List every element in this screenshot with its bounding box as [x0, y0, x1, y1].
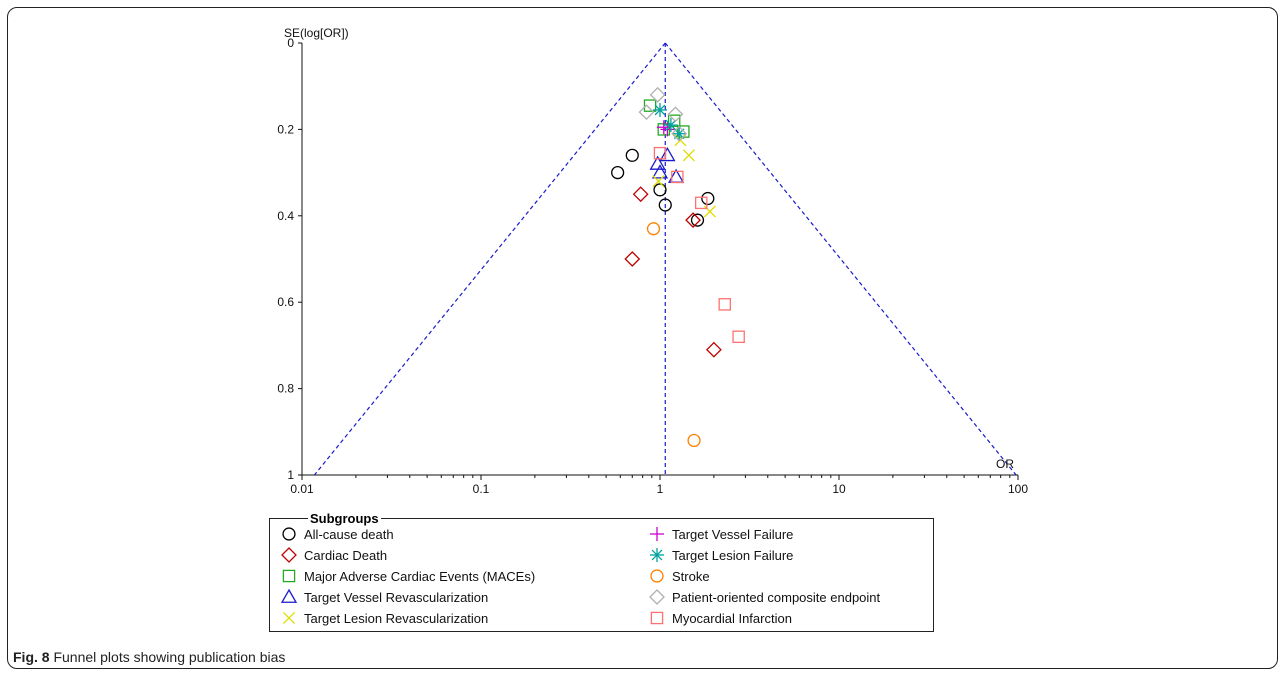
y-tick-label: 0	[287, 36, 294, 50]
legend-label: Myocardial Infarction	[672, 610, 792, 626]
legend: Subgroups All-cause death Cardiac Death Ma…	[269, 511, 934, 632]
caption-text: Funnel plots showing publication bias	[49, 649, 286, 665]
plus-marker-icon	[650, 527, 664, 541]
legend-item: Target Lesion Failure	[648, 545, 793, 565]
legend-label: Stroke	[672, 568, 710, 584]
data-point	[653, 146, 667, 160]
data-point	[652, 175, 665, 188]
data-point	[632, 186, 649, 203]
data-point	[653, 183, 667, 197]
legend-marker	[650, 548, 664, 562]
y-tick-label: 1	[287, 468, 294, 482]
data-point	[718, 298, 731, 311]
data-point	[690, 213, 705, 227]
x-tick-label: 10	[832, 482, 846, 496]
data-point	[651, 164, 669, 179]
legend-marker	[281, 547, 297, 563]
legend-item: Stroke	[648, 566, 710, 586]
legend-item: Myocardial Infarction	[648, 608, 792, 628]
funnel-left-limit	[313, 42, 666, 476]
data-point	[732, 330, 745, 344]
data-point	[638, 104, 655, 121]
data-point	[667, 106, 684, 123]
x-tick-label: 0.01	[290, 482, 314, 496]
x-tick-label: 1	[657, 482, 664, 496]
data-point	[703, 205, 716, 218]
data-point	[646, 222, 661, 236]
square-marker-icon	[282, 569, 296, 583]
y-axis-label: SE(log[OR])	[284, 26, 349, 40]
legend-item: All-cause death	[280, 524, 394, 544]
figure-caption: Fig. 8 Funnel plots showing publication …	[13, 649, 285, 665]
funnel-right-limit	[664, 42, 1017, 476]
legend-label: Target Vessel Failure	[672, 526, 794, 542]
legend-marker	[649, 589, 665, 605]
x-marker-icon	[282, 611, 296, 625]
legend-item: Target Vessel Revascularization	[280, 587, 488, 607]
x-axis-label: OR	[996, 457, 1014, 471]
legend-label: Major Adverse Cardiac Events (MACEs)	[304, 568, 536, 584]
data-point	[695, 196, 708, 210]
funnel-lines	[313, 42, 1017, 476]
triangle-marker-icon	[280, 588, 298, 603]
data-point	[685, 212, 701, 229]
legend-item: Patient-oriented composite endpoint	[648, 587, 880, 607]
y-tick-label: 0.6	[277, 295, 294, 309]
legend-title: Subgroups	[308, 511, 381, 526]
legend-marker	[282, 569, 296, 583]
y-tick-label: 0.4	[277, 209, 294, 223]
legend-item: Major Adverse Cardiac Events (MACEs)	[280, 566, 535, 586]
figure-frame	[7, 7, 1278, 669]
data-point	[624, 251, 641, 267]
legend-label: Cardiac Death	[304, 547, 388, 563]
legend-label: All-cause death	[304, 526, 394, 542]
data-point	[671, 125, 688, 142]
legend-marker	[650, 611, 664, 625]
legend-label: Patient-oriented composite endpoint	[672, 589, 881, 605]
data-point	[649, 86, 666, 103]
legend-item: Cardiac Death	[280, 545, 387, 565]
data-point	[653, 102, 667, 117]
data-point	[671, 170, 684, 184]
diamond-marker-icon	[649, 589, 665, 605]
legend-label: Target Vessel Revascularization	[304, 589, 489, 605]
data-point	[687, 433, 701, 448]
data-point	[667, 114, 681, 128]
legend-item: Target Lesion Revascularization	[280, 608, 488, 628]
data-point	[701, 191, 715, 206]
data-point	[682, 149, 695, 162]
data-point	[663, 118, 678, 133]
data-point	[658, 198, 672, 212]
legend-item: Target Vessel Failure	[648, 524, 793, 544]
y-tick-label: 0.2	[277, 122, 294, 136]
diamond-marker-icon	[281, 547, 297, 563]
plot-axes: 00.20.40.60.810.01 0.1 1 10 100	[277, 36, 1028, 496]
legend-marker	[650, 527, 664, 541]
data-point	[705, 341, 722, 358]
y-tick-label: 0.8	[277, 382, 294, 396]
data-point	[659, 147, 676, 162]
figure-label: Fig. 8	[13, 649, 50, 665]
x-tick-label: 100	[1008, 482, 1028, 496]
legend-marker	[282, 527, 296, 541]
legend-marker	[280, 588, 298, 603]
square-marker-icon	[650, 611, 664, 625]
data-point	[611, 166, 625, 180]
legend-label: Target Lesion Revascularization	[304, 610, 489, 626]
x-tick-label: 0.1	[473, 482, 490, 496]
circle-marker-icon	[650, 569, 664, 583]
legend-marker	[650, 569, 664, 583]
circle-marker-icon	[282, 527, 296, 541]
data-point	[625, 148, 639, 162]
legend-label: Target Lesion Failure	[672, 547, 794, 563]
data-points	[611, 86, 745, 448]
asterisk-marker-icon	[650, 548, 664, 562]
legend-marker	[282, 611, 296, 625]
